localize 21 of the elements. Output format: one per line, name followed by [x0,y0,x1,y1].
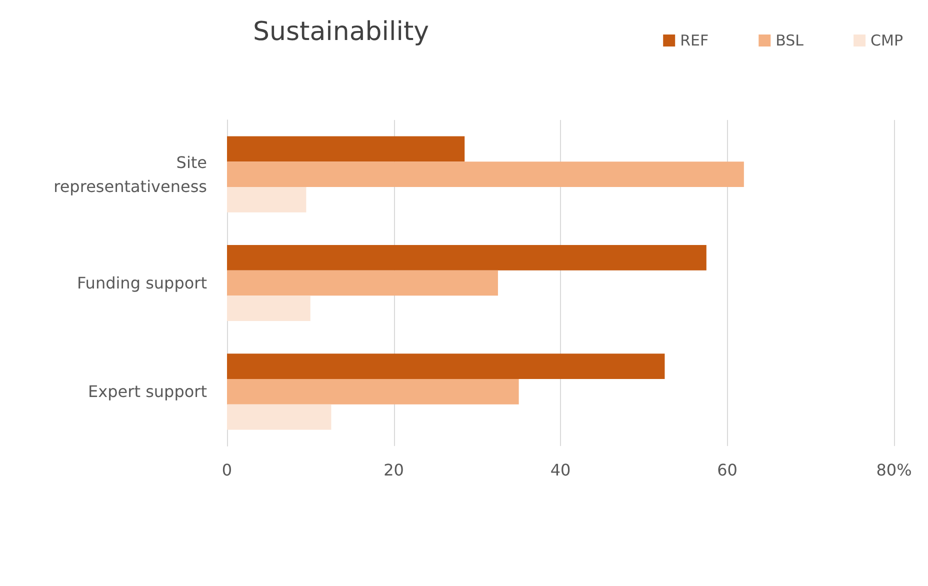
bar [227,244,706,270]
x-tick-label: 40 [550,460,571,480]
bar [227,354,665,379]
y-tick-label: Expert support [88,382,207,402]
legend-label: BSL [776,32,804,50]
bar [227,378,519,404]
bar [227,187,306,212]
bar [227,404,332,430]
bar [227,296,310,322]
chart-title: Sustainability [253,17,430,47]
bar [227,270,498,296]
x-tick-label: 80% [876,460,912,480]
x-tick-label: 60 [717,460,738,480]
y-tick-label: Site representativeness [54,152,207,196]
x-tick-label: 0 [222,460,232,480]
legend-label: CMP [870,32,904,50]
bar [227,136,465,162]
y-tick-label: Funding support [76,274,207,292]
x-tick-label: 20 [384,460,404,480]
bar [227,162,744,188]
legend-label: REF [680,32,709,50]
